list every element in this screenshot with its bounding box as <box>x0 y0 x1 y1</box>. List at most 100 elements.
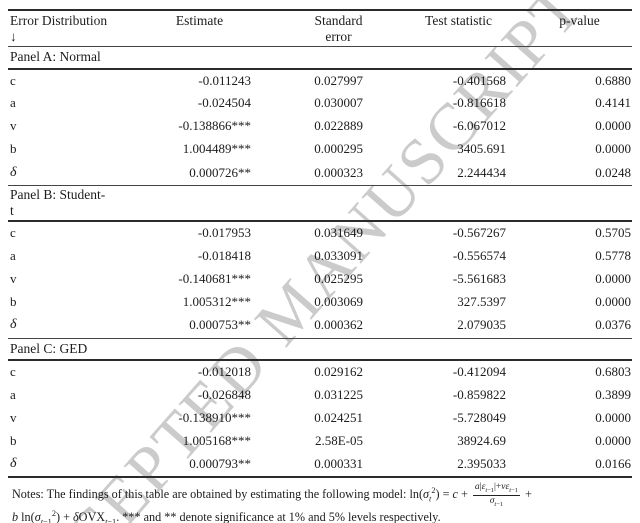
p-value: 0.0000 <box>595 141 631 156</box>
std-error-value: 0.029162 <box>314 364 363 379</box>
test-stat-value: -0.401568 <box>452 72 506 88</box>
param-label: c <box>10 364 16 379</box>
down-arrow-icon: ↓ <box>10 29 17 44</box>
p-value: 0.3899 <box>595 386 631 402</box>
table-row: a -0.024504 0.030007 -0.816618 0.4141 <box>8 92 632 115</box>
col-header-p-value: p-value <box>559 13 600 28</box>
std-error-value: 0.000295 <box>314 141 363 156</box>
col-header-standard-error: Standard error <box>314 13 363 44</box>
test-stat-value: -0.567267 <box>452 225 506 240</box>
p-value: 0.0000 <box>595 270 631 286</box>
test-stat-value: -5.561683 <box>452 270 506 286</box>
p-value: 0.6803 <box>595 364 631 379</box>
test-stat-value: -0.412094 <box>452 364 506 379</box>
param-label: b <box>10 432 17 448</box>
panel-a-label: Panel A: Normal <box>10 49 101 65</box>
table-row: δ 0.000793** 0.000331 2.395033 0.0166 <box>8 452 632 477</box>
param-label: v <box>10 409 17 425</box>
col-header-test-statistic: Test statistic <box>425 13 492 28</box>
notes-text: Notes: The findings of this table are ob… <box>12 485 471 504</box>
table-row: v -0.140681*** 0.025295 -5.561683 0.0000 <box>8 267 632 290</box>
p-value: 0.0000 <box>595 293 631 309</box>
panel-b-header: Panel B: Student- t <box>8 185 632 221</box>
panel-b-label: Panel B: Student- <box>10 187 106 202</box>
p-value: 0.0248 <box>595 164 631 180</box>
results-table: Error Distribution ↓ Estimate Standard e… <box>8 9 632 478</box>
std-error-value: 0.033091 <box>314 247 363 263</box>
estimate-value: -0.026848 <box>197 386 251 402</box>
estimate-value: -0.011243 <box>198 72 251 88</box>
param-label: c <box>10 72 16 88</box>
estimate-value: -0.024504 <box>197 95 251 110</box>
p-value: 0.6880 <box>595 72 631 88</box>
table-row: c -0.012018 0.029162 -0.412094 0.6803 <box>8 360 632 383</box>
table-row: b 1.005312*** 0.003069 327.5397 0.0000 <box>8 290 632 313</box>
estimate-value: -0.138910*** <box>178 409 251 425</box>
notes-text: + <box>521 486 532 501</box>
test-stat-value: 2.395033 <box>457 456 506 471</box>
estimate-value: 0.000726** <box>189 164 251 180</box>
p-value: 0.4141 <box>595 95 631 110</box>
estimate-value: -0.138866*** <box>178 118 251 133</box>
std-error-value: 0.025295 <box>314 270 363 286</box>
p-value: 0.0166 <box>595 456 631 471</box>
p-value: 0.0000 <box>595 409 631 425</box>
table-row: b 1.004489*** 0.000295 3405.691 0.0000 <box>8 138 632 161</box>
estimate-value: 0.000793** <box>189 456 251 471</box>
std-error-value: 0.031649 <box>314 225 363 240</box>
test-stat-value: 2.244434 <box>457 164 506 180</box>
estimate-value: -0.018418 <box>197 247 251 263</box>
p-value: 0.0376 <box>595 317 631 333</box>
table-row: a -0.026848 0.031225 -0.859822 0.3899 <box>8 383 632 406</box>
estimate-value: 1.005312*** <box>182 293 251 309</box>
test-stat-value: 327.5397 <box>457 293 506 309</box>
test-stat-value: -0.556574 <box>452 247 506 263</box>
header-row: Error Distribution ↓ Estimate Standard e… <box>8 10 632 47</box>
std-error-value: 0.027997 <box>314 72 363 88</box>
param-label: a <box>10 95 16 110</box>
col-header-estimate: Estimate <box>175 13 224 28</box>
table-row: v -0.138866*** 0.022889 -6.067012 0.0000 <box>8 115 632 138</box>
test-stat-value: -6.067012 <box>452 118 506 133</box>
std-error-value: 0.000362 <box>314 317 363 333</box>
param-label: v <box>10 118 17 133</box>
table-notes: Notes: The findings of this table are ob… <box>8 482 632 523</box>
param-label: a <box>10 247 16 263</box>
param-label-delta: δ <box>10 317 17 333</box>
test-stat-value: -0.859822 <box>452 386 506 402</box>
param-label: v <box>10 270 17 286</box>
std-error-value: 0.030007 <box>314 95 363 110</box>
estimate-value: 1.005168*** <box>182 432 251 448</box>
std-error-value: 0.022889 <box>314 118 363 133</box>
estimate-value: -0.012018 <box>197 364 251 379</box>
p-value: 0.0000 <box>595 118 631 133</box>
table-row: a -0.018418 0.033091 -0.556574 0.5778 <box>8 244 632 267</box>
p-value: 0.5705 <box>595 225 631 240</box>
param-label: c <box>10 225 16 240</box>
notes-line-1: Notes: The findings of this table are ob… <box>8 482 632 508</box>
notes-formula-fraction: a|εt−1|+vεt−1 σt−1 <box>472 482 520 508</box>
estimate-value: -0.017953 <box>197 225 251 240</box>
p-value: 0.5778 <box>595 247 631 263</box>
test-stat-value: -0.816618 <box>452 95 506 110</box>
std-error-value: 0.000331 <box>314 456 363 471</box>
notes-line-2: b ln(σt−12) + δOVXt−1. *** and ** denote… <box>12 509 441 523</box>
table-row: v -0.138910*** 0.024251 -5.728049 0.0000 <box>8 406 632 429</box>
panel-c-label: Panel C: GED <box>10 340 88 356</box>
param-label: b <box>10 141 17 156</box>
table-row: δ 0.000753** 0.000362 2.079035 0.0376 <box>8 313 632 338</box>
std-error-value: 0.000323 <box>314 164 363 180</box>
std-error-value: 2.58E-05 <box>314 432 363 448</box>
fraction-denominator: σt−1 <box>489 495 504 508</box>
test-stat-value: 38924.69 <box>457 432 506 448</box>
param-label-delta: δ <box>10 164 17 180</box>
param-label: a <box>10 386 16 402</box>
estimate-value: 1.004489*** <box>182 141 251 156</box>
test-stat-value: 2.079035 <box>457 317 506 333</box>
test-stat-value: -5.728049 <box>452 409 506 425</box>
table-row: b 1.005168*** 2.58E-05 38924.69 0.0000 <box>8 429 632 452</box>
std-error-value: 0.003069 <box>314 293 363 309</box>
panel-c-header: Panel C: GED <box>8 338 632 360</box>
test-stat-value: 3405.691 <box>457 141 506 156</box>
table-row: c -0.011243 0.027997 -0.401568 0.6880 <box>8 69 632 92</box>
